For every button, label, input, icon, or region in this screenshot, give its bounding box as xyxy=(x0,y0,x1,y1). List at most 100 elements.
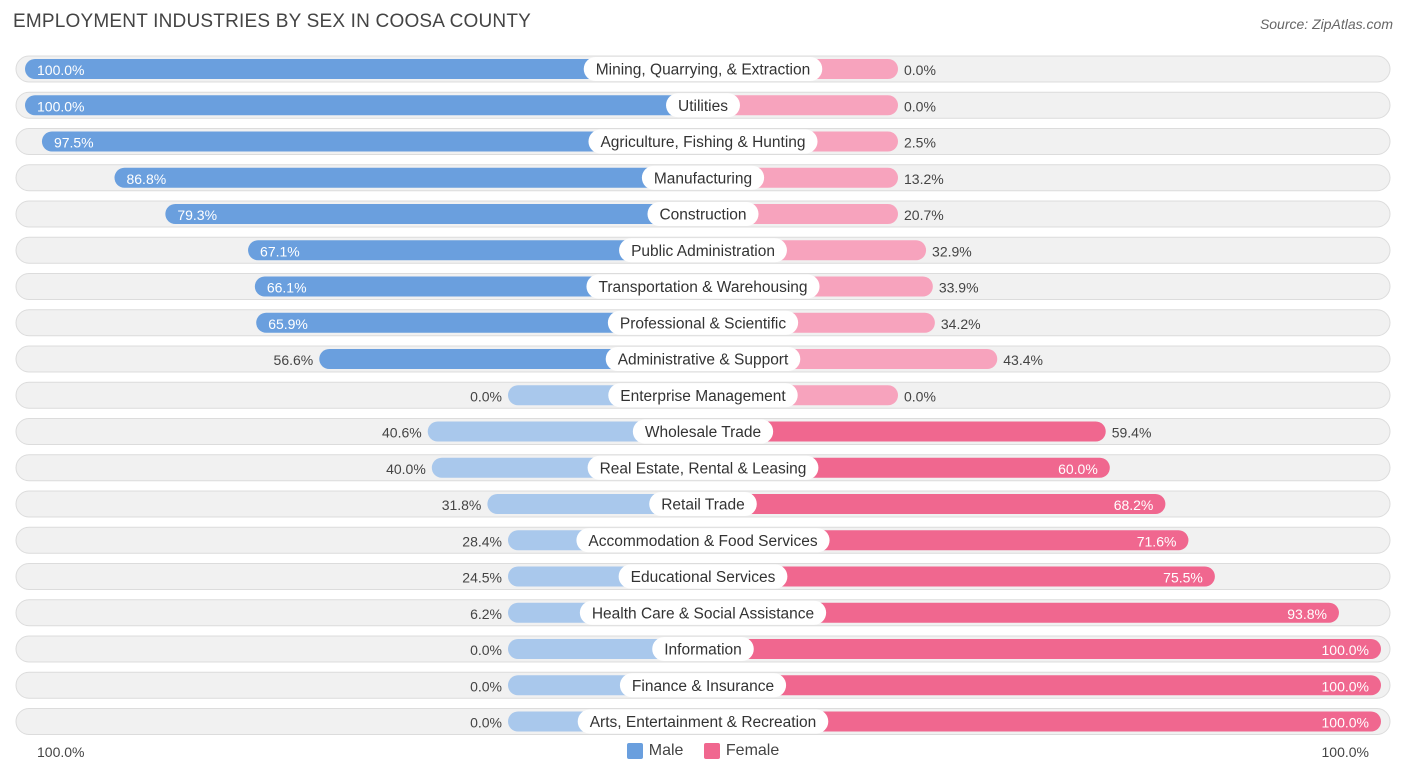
female-value-label: 100.0% xyxy=(1322,715,1369,731)
female-value-label: 71.6% xyxy=(1137,533,1177,549)
male-value-label: 100.0% xyxy=(37,62,84,78)
female-bar xyxy=(703,639,1381,659)
male-value-label: 0.0% xyxy=(470,678,502,694)
category-label-pill xyxy=(652,637,754,661)
category-label: Administrative & Support xyxy=(618,352,789,369)
male-value-label: 40.6% xyxy=(382,425,422,441)
male-value-label: 86.8% xyxy=(126,171,166,187)
category-label-pill xyxy=(618,564,788,589)
category-label: Retail Trade xyxy=(661,497,745,514)
female-value-label: 43.4% xyxy=(1003,352,1043,368)
category-label-pill xyxy=(647,202,759,226)
female-bar xyxy=(703,494,1166,514)
female-value-label: 100.0% xyxy=(1322,642,1369,658)
female-value-label: 2.5% xyxy=(904,135,936,151)
source-credit: Source: ZipAtlas.com xyxy=(1259,16,1393,32)
male-value-label: 40.0% xyxy=(386,461,426,477)
female-value-label: 0.0% xyxy=(904,388,936,404)
legend-female-swatch xyxy=(703,743,720,759)
male-value-label: 0.0% xyxy=(470,715,502,731)
category-label-pill xyxy=(608,383,798,408)
legend: Male Female xyxy=(0,742,1406,764)
male-value-label: 100.0% xyxy=(37,98,84,114)
category-label-pill xyxy=(649,492,757,516)
female-value-label: 0.0% xyxy=(904,62,936,78)
category-label-pill xyxy=(579,600,827,625)
legend-male-label: Male xyxy=(648,742,684,759)
male-bar xyxy=(487,494,703,514)
category-label-pill xyxy=(576,528,830,553)
female-bar xyxy=(703,566,1215,587)
category-label-pill xyxy=(632,419,774,444)
male-value-label: 6.2% xyxy=(470,606,502,622)
female-value-label: 32.9% xyxy=(932,243,972,259)
female-value-label: 0.0% xyxy=(904,98,936,114)
male-value-label: 0.0% xyxy=(470,642,502,658)
category-label-pill xyxy=(587,455,819,480)
category-label-pill xyxy=(605,347,801,371)
category-label: Finance & Insurance xyxy=(632,678,774,695)
category-label: Arts, Entertainment & Recreation xyxy=(590,714,817,731)
female-value-label: 68.2% xyxy=(1114,497,1154,513)
category-label: Real Estate, Rental & Leasing xyxy=(600,460,807,477)
female-bar xyxy=(703,602,1339,623)
female-value-label: 75.5% xyxy=(1163,570,1203,586)
female-value-label: 60.0% xyxy=(1058,461,1098,477)
category-label: Wholesale Trade xyxy=(645,424,761,441)
category-label-pill xyxy=(619,673,787,698)
category-label-pill xyxy=(586,274,820,299)
category-label: Professional & Scientific xyxy=(620,315,787,332)
female-value-label: 100.0% xyxy=(1322,678,1369,694)
female-bar xyxy=(703,95,898,116)
category-label-pill xyxy=(583,57,823,81)
male-value-label: 66.1% xyxy=(267,280,307,296)
axis-right-label: 100.0% xyxy=(1321,744,1369,760)
male-value-label: 67.1% xyxy=(260,243,300,259)
legend-female-label: Female xyxy=(725,742,780,759)
category-label: Health Care & Social Assistance xyxy=(592,605,814,622)
category-label: Information xyxy=(664,642,742,659)
category-label: Mining, Quarrying, & Extraction xyxy=(596,62,811,79)
male-value-label: 79.3% xyxy=(177,207,217,223)
female-value-label: 59.4% xyxy=(1112,425,1152,441)
category-label: Educational Services xyxy=(631,569,776,586)
category-label: Agriculture, Fishing & Hunting xyxy=(600,134,805,151)
axis-left-label: 100.0% xyxy=(37,744,85,760)
chart-title: EMPLOYMENT INDUSTRIES BY SEX IN COOSA CO… xyxy=(13,11,532,32)
category-label: Construction xyxy=(659,207,746,224)
category-label: Transportation & Warehousing xyxy=(598,279,807,296)
male-value-label: 24.5% xyxy=(462,570,502,586)
category-label: Utilities xyxy=(678,98,728,115)
category-label: Public Administration xyxy=(631,243,775,260)
male-value-label: 31.8% xyxy=(442,497,482,513)
female-bar xyxy=(703,675,1381,696)
male-value-label: 28.4% xyxy=(462,533,502,549)
female-value-label: 20.7% xyxy=(904,207,944,223)
female-bar xyxy=(703,421,1106,442)
category-label-pill xyxy=(641,165,765,190)
category-label-pill xyxy=(666,93,740,118)
male-bar xyxy=(41,131,703,152)
female-value-label: 34.2% xyxy=(941,316,981,332)
male-bar xyxy=(256,312,703,333)
category-label: Enterprise Management xyxy=(620,388,786,405)
male-value-label: 0.0% xyxy=(470,388,502,404)
male-value-label: 65.9% xyxy=(268,316,308,332)
female-value-label: 13.2% xyxy=(904,171,944,187)
female-value-label: 93.8% xyxy=(1287,606,1327,622)
male-bar xyxy=(165,204,703,224)
category-label: Manufacturing xyxy=(654,170,752,187)
female-bar xyxy=(703,711,1381,732)
legend-male-swatch xyxy=(626,743,643,759)
legend-male[interactable]: Male xyxy=(626,742,684,760)
legend-female[interactable]: Female xyxy=(703,742,780,760)
category-label-pill xyxy=(588,129,818,154)
diverging-bar-chart: Mining, Quarrying, & Extraction 100.0% 0.0… xyxy=(15,55,1391,735)
female-value-label: 33.9% xyxy=(939,280,979,296)
male-value-label: 97.5% xyxy=(54,135,94,151)
category-label-pill xyxy=(607,310,799,335)
male-value-label: 56.6% xyxy=(274,352,314,368)
male-bar xyxy=(248,240,703,261)
category-label-pill xyxy=(577,709,829,734)
male-bar xyxy=(25,95,703,116)
